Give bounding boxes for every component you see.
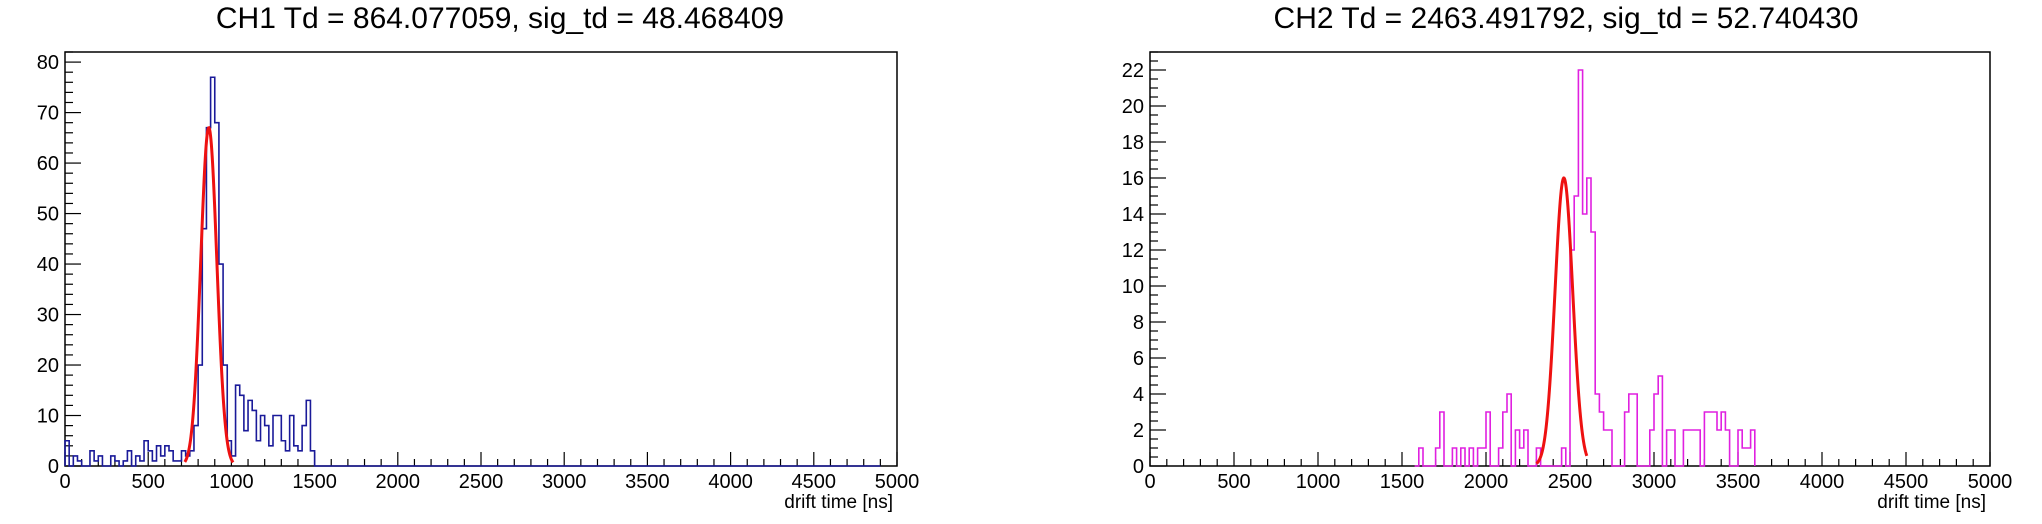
- x-tick-label: 3500: [1716, 471, 1761, 493]
- x-tick-label: 2000: [376, 471, 421, 493]
- x-axis-title: drift time [ns]: [1877, 492, 1986, 513]
- histogram-ch1: 0 500 1000 1500 2000 2500 3000 3500 4000 4500 5000…: [37, 51, 920, 513]
- x-tick-label: 3000: [1632, 471, 1677, 493]
- x-tick-label: 3500: [625, 471, 670, 493]
- y-tick-label: 10: [1122, 276, 1144, 298]
- x-tick-label: 5000: [1968, 471, 2013, 493]
- y-tick-label: 50: [37, 204, 59, 226]
- y-tick-label: 80: [37, 52, 59, 74]
- histogram-series: [64, 76, 881, 467]
- y-tick-label: 2: [1133, 420, 1144, 442]
- y-tick-label: 60: [37, 153, 59, 175]
- x-tick-label: 0: [59, 471, 70, 493]
- gaussian-fit-curve: [183, 126, 235, 464]
- x-tick-label: 1000: [209, 471, 254, 493]
- histogram-ch2: 0 500 1000 1500 2000 2500 3000 3500 4000 4500 5000…: [1122, 51, 2013, 513]
- x-tick-label: 3000: [542, 471, 587, 493]
- x-tick-label: 500: [132, 471, 165, 493]
- x-tick-label: 1500: [292, 471, 337, 493]
- y-tick-label: 20: [1122, 96, 1144, 118]
- y-tick-label: 14: [1122, 204, 1144, 226]
- chart-title: CH1 Td = 864.077059, sig_td = 48.468409: [215, 2, 785, 35]
- y-tick-label: 20: [37, 355, 59, 377]
- y-tick-label: 70: [37, 103, 59, 125]
- y-tick-label: 6: [1133, 348, 1144, 370]
- x-tick-label: 500: [1217, 471, 1250, 493]
- x-tick-label: 4000: [1800, 471, 1845, 493]
- x-tick-label: 2500: [1548, 471, 1593, 493]
- y-tick-label: 4: [1133, 384, 1144, 406]
- chart-panel-ch2: CH2 Td = 2463.491792, sig_td = 52.740430…: [1090, 0, 2042, 524]
- x-tick-label: 0: [1144, 471, 1155, 493]
- chart-panel-ch1: CH1 Td = 864.077059, sig_td = 48.468409 …: [0, 0, 1000, 524]
- y-tick-label: 10: [37, 406, 59, 428]
- y-tick-label: 0: [1133, 456, 1144, 478]
- y-tick-label: 8: [1133, 312, 1144, 334]
- x-tick-label: 2500: [459, 471, 504, 493]
- x-tick-label: 1000: [1296, 471, 1341, 493]
- x-tick-label: 4500: [1884, 471, 1929, 493]
- x-tick-label: 5000: [875, 471, 920, 493]
- gaussian-fit-curve: [1535, 176, 1589, 465]
- x-tick-label: 2000: [1464, 471, 1509, 493]
- y-tick-label: 30: [37, 305, 59, 327]
- y-tick-label: 18: [1122, 132, 1144, 154]
- y-tick-label: 0: [48, 456, 59, 478]
- y-tick-label: 40: [37, 254, 59, 276]
- x-tick-label: 4500: [792, 471, 837, 493]
- x-tick-label: 4000: [708, 471, 753, 493]
- y-tick-label: 16: [1122, 168, 1144, 190]
- chart-title: CH2 Td = 2463.491792, sig_td = 52.740430: [1273, 2, 1859, 35]
- y-tick-label: 12: [1122, 240, 1144, 262]
- histogram-series: [1414, 69, 1756, 467]
- plot-frame: [64, 51, 898, 467]
- x-axis-title: drift time [ns]: [784, 492, 893, 513]
- y-tick-label: 22: [1122, 60, 1144, 82]
- x-tick-label: 1500: [1380, 471, 1425, 493]
